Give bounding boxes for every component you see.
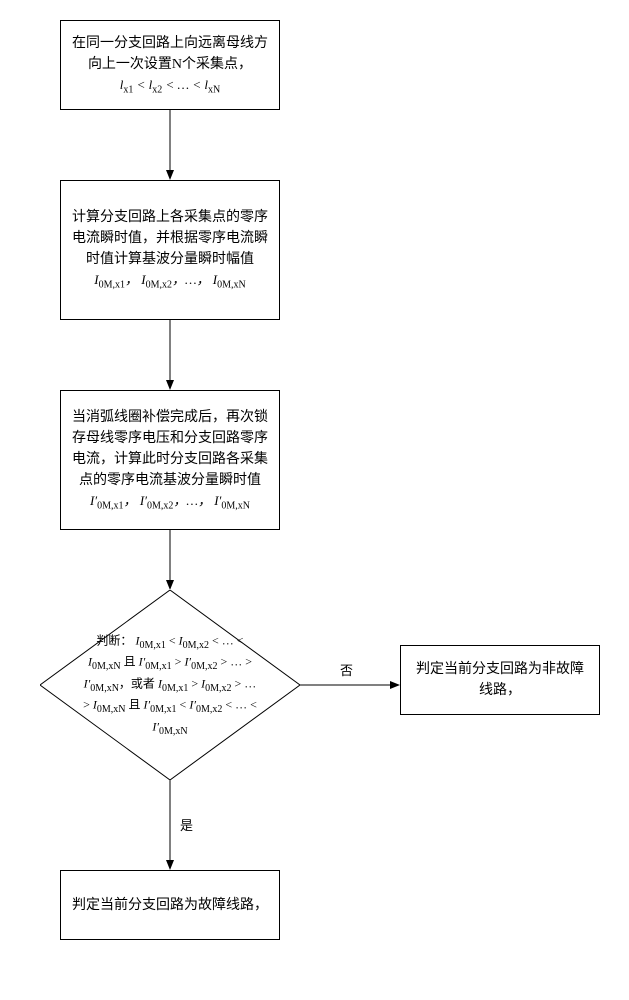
n1-text: 在同一分支回路上向远离母线方向上一次设置N个采集点，: [71, 33, 269, 75]
n2-text: 计算分支回路上各采集点的零序电流瞬时值，并根据零序电流瞬时值计算基波分量瞬时幅值: [71, 207, 269, 270]
process-fault-line: 判定当前分支回路为故障线路，: [60, 870, 280, 940]
n6-text: 判定当前分支回路为非故障线路，: [411, 659, 589, 701]
decision-text: 判断： I0M,x1 < I0M,x2 < … < I0M,xN 且 I′0M,…: [79, 632, 261, 739]
arrow-n4-n6: [300, 679, 400, 691]
n3-text: 当消弧线圈补偿完成后，再次锁存母线零序电压和分支回路零序电流，计算此时分支回路各…: [71, 407, 269, 491]
n2-math: I0M,x1， I0M,x2，…， I0M,xN: [94, 270, 246, 293]
decision-compare: 判断： I0M,x1 < I0M,x2 < … < I0M,xN 且 I′0M,…: [40, 590, 300, 780]
arrow-n1-n2: [164, 110, 176, 180]
process-non-fault-line: 判定当前分支回路为非故障线路，: [400, 645, 600, 715]
arrow-n2-n3: [164, 320, 176, 390]
n3-math: I′0M,x1， I′0M,x2，…， I′0M,xN: [90, 491, 250, 514]
decision-prefix: 判断：: [96, 634, 132, 648]
arrow-n3-n4: [164, 530, 176, 590]
process-calc-zero-seq: 计算分支回路上各采集点的零序电流瞬时值，并根据零序电流瞬时值计算基波分量瞬时幅值…: [60, 180, 280, 320]
process-set-points: 在同一分支回路上向远离母线方向上一次设置N个采集点， lx1 < lx2 < ……: [60, 20, 280, 110]
arrow-n4-n5: [164, 780, 176, 870]
n5-text: 判定当前分支回路为故障线路，: [72, 895, 268, 916]
n1-math: lx1 < lx2 < … < lxN: [120, 75, 221, 98]
flowchart-canvas: 在同一分支回路上向远离母线方向上一次设置N个采集点， lx1 < lx2 < ……: [20, 20, 609, 980]
label-yes: 是: [180, 815, 193, 834]
process-after-compensation: 当消弧线圈补偿完成后，再次锁存母线零序电压和分支回路零序电流，计算此时分支回路各…: [60, 390, 280, 530]
label-no: 否: [340, 660, 353, 679]
